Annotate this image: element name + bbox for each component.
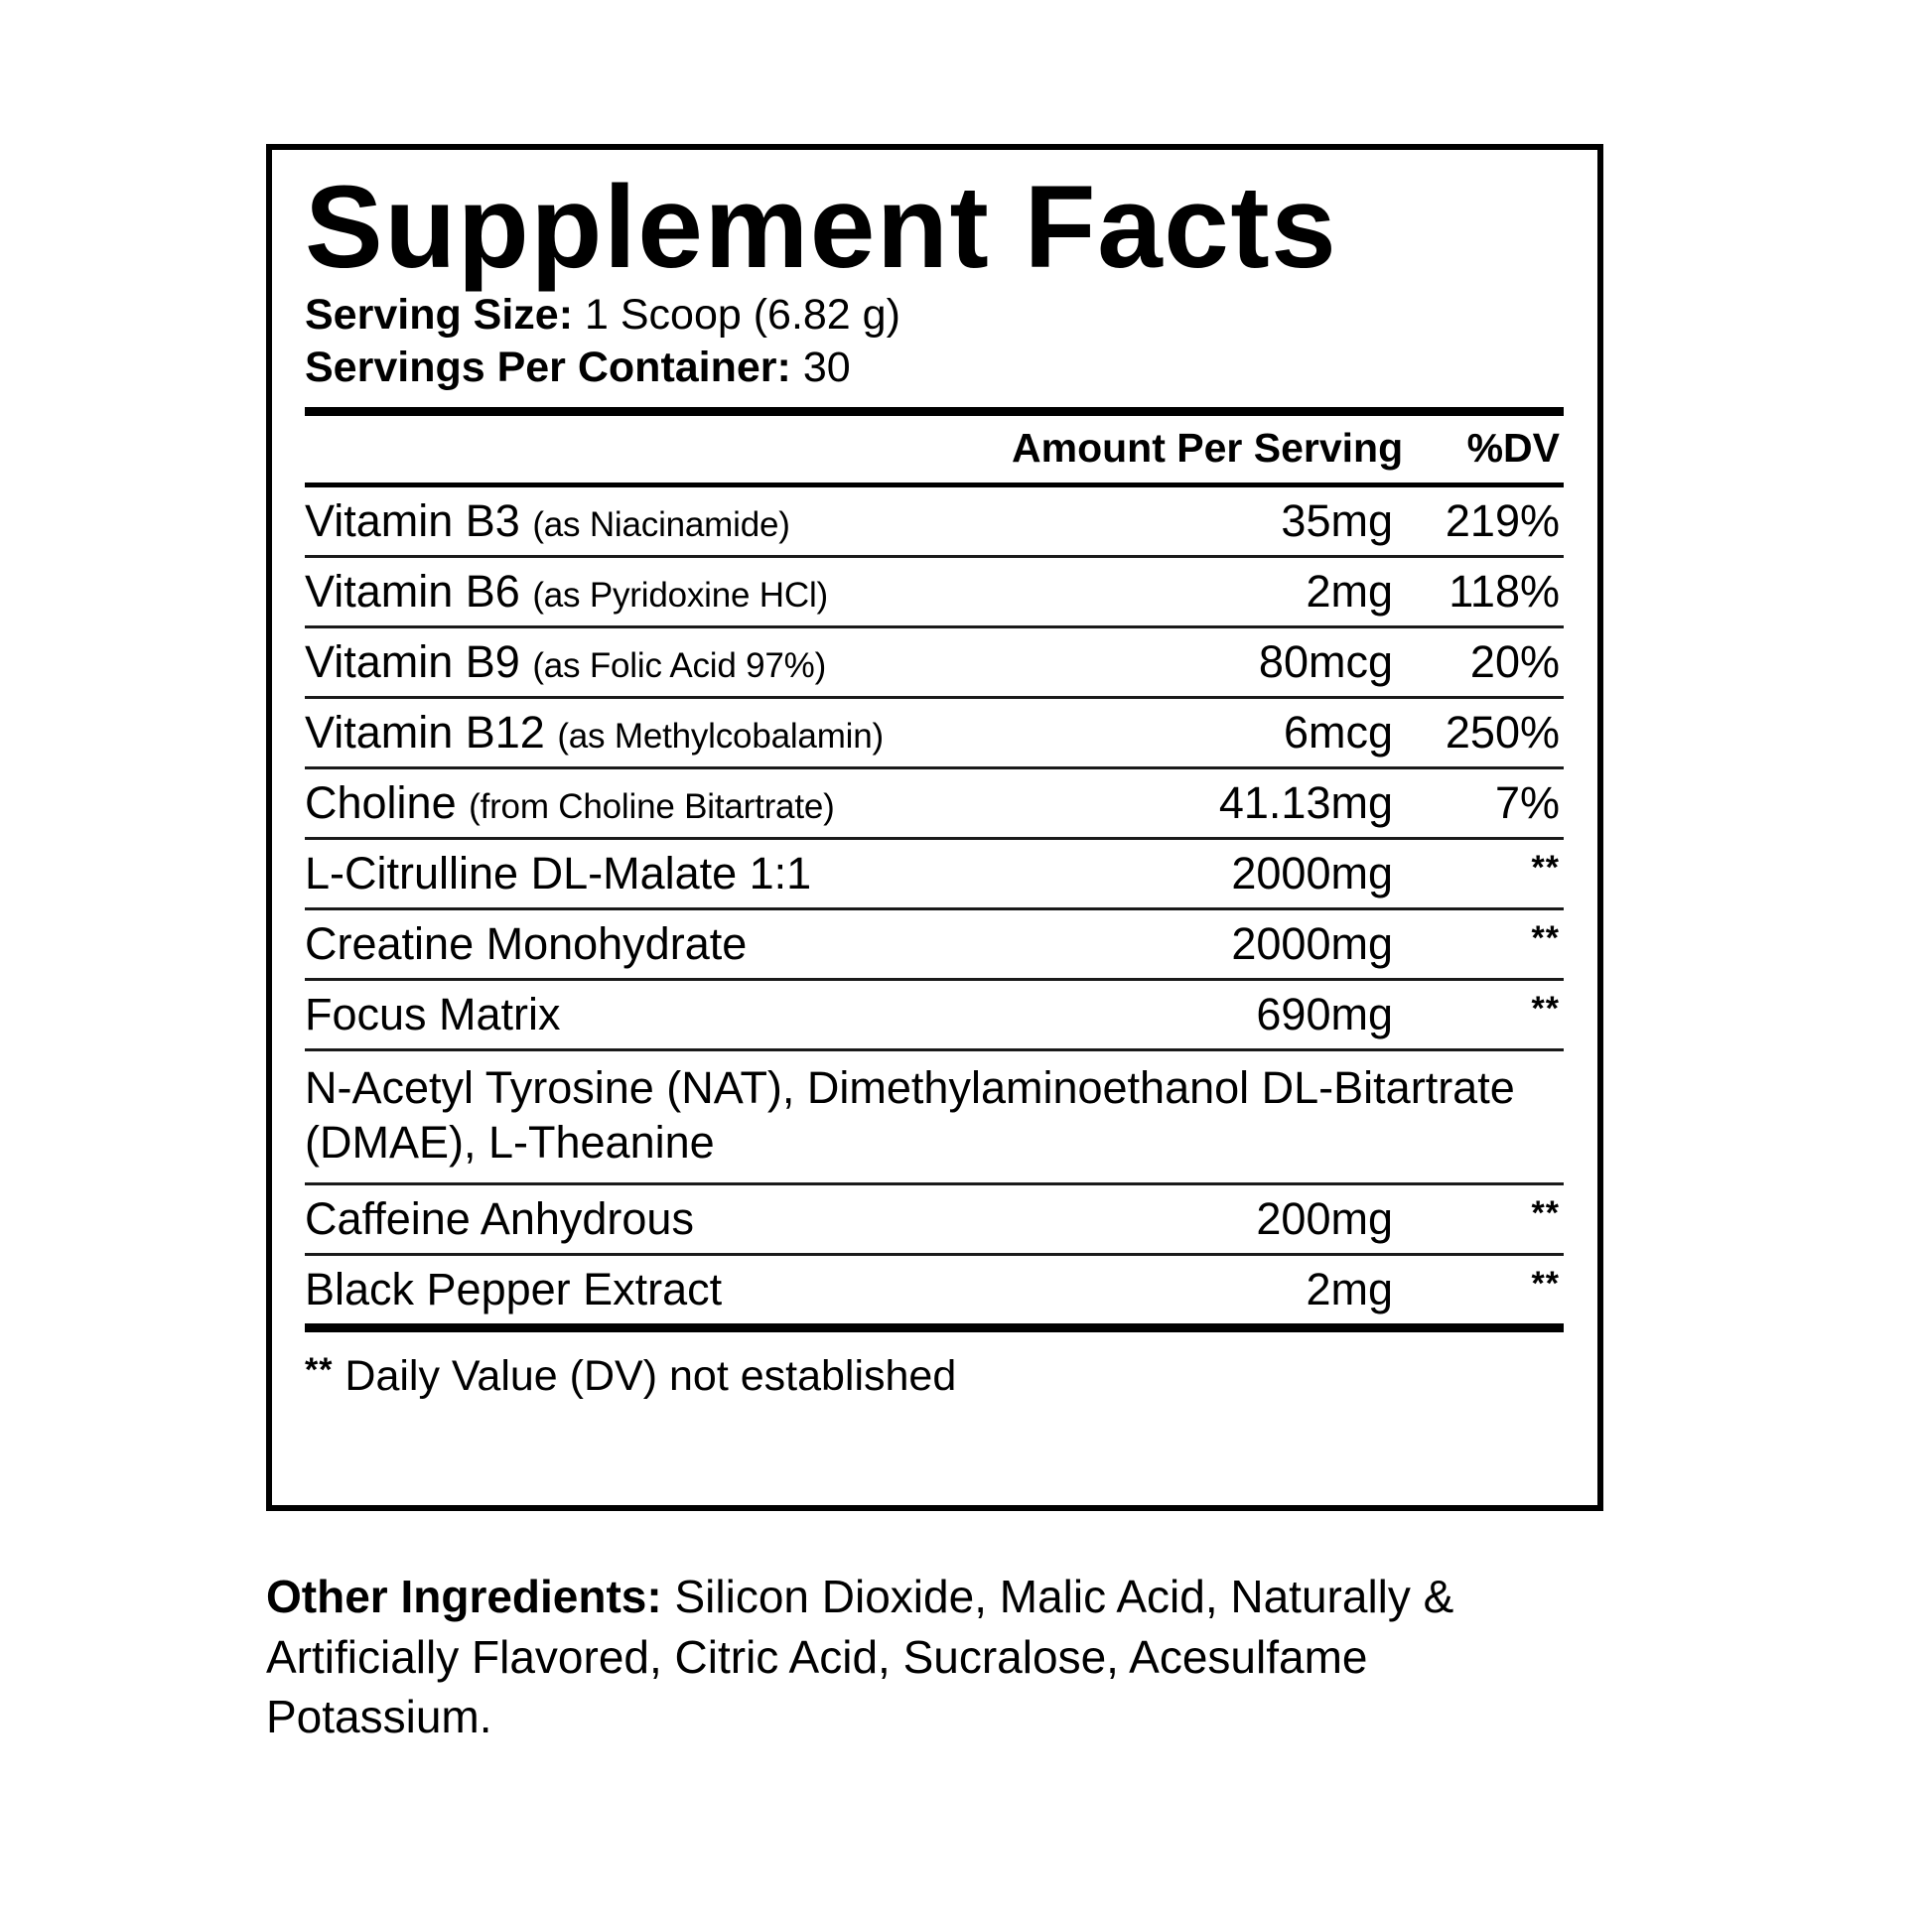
serving-size-value: 1 Scoop (6.82 g) bbox=[584, 291, 900, 340]
dv-footnote: ** Daily Value (DV) not established bbox=[305, 1332, 1564, 1400]
ingredient-descriptor: (as Niacinamide) bbox=[532, 505, 790, 545]
table-row: Vitamin B6 (as Pyridoxine HCl) 2mg 118% bbox=[305, 558, 1564, 625]
row-separator bbox=[305, 1048, 1564, 1052]
footnote-text: Daily Value (DV) not established bbox=[333, 1352, 957, 1401]
header-amount-per-serving: Amount Per Serving bbox=[1012, 425, 1404, 472]
ingredient-amount: 35mg bbox=[1281, 495, 1393, 547]
ingredient-name: L-Citrulline DL-Malate 1:1 bbox=[305, 848, 812, 899]
table-row: Black Pepper Extract 2mg ** bbox=[305, 1256, 1564, 1323]
other-ingredients-text: Silicon Dioxide, Malic Acid, Naturally &… bbox=[266, 1571, 1454, 1743]
ingredient-descriptor: (as Folic Acid 97%) bbox=[532, 646, 827, 686]
ingredient-amount: 2mg bbox=[1306, 1264, 1393, 1315]
row-separator-rule bbox=[305, 978, 1564, 982]
ingredient-percent-dv: ** bbox=[1399, 981, 1564, 1048]
table-header-row: Amount Per Serving %DV bbox=[305, 416, 1564, 483]
header-top-rule bbox=[305, 407, 1564, 417]
row-separator bbox=[305, 625, 1564, 629]
ingredient-descriptor: (from Choline Bitartrate) bbox=[469, 787, 835, 827]
ingredient-name: Creatine Monohydrate bbox=[305, 918, 748, 970]
dv-not-established-marker: ** bbox=[1531, 849, 1560, 888]
servings-per-container-value: 30 bbox=[802, 343, 851, 391]
ingredient-amount: 41.13mg bbox=[1218, 777, 1393, 829]
nutrition-table-body: Amount Per Serving %DV bbox=[305, 416, 1564, 483]
ingredient-name: Black Pepper Extract bbox=[305, 1264, 723, 1315]
ingredient-name: Focus Matrix bbox=[305, 989, 561, 1040]
nutrition-table: Amount Per Serving %DV bbox=[305, 416, 1564, 483]
dv-not-established-marker: ** bbox=[1531, 919, 1560, 958]
row-separator-rule bbox=[305, 555, 1564, 559]
ingredient-name: Vitamin B12 (as Methylcobalamin) bbox=[305, 707, 884, 759]
table-row: Caffeine Anhydrous 200mg ** bbox=[305, 1185, 1564, 1253]
row-separator bbox=[305, 555, 1564, 559]
blend-ingredients-row: N-Acetyl Tyrosine (NAT), Dimethylaminoet… bbox=[305, 1051, 1564, 1182]
ingredient-amount: 2000mg bbox=[1231, 848, 1393, 899]
servings-per-container-line: Servings Per Container: 30 bbox=[305, 342, 1564, 393]
ingredient-name: Vitamin B6 (as Pyridoxine HCl) bbox=[305, 566, 828, 618]
ingredient-name: Vitamin B3 (as Niacinamide) bbox=[305, 495, 790, 547]
ingredient-name: Choline (from Choline Bitartrate) bbox=[305, 777, 835, 829]
row-separator bbox=[305, 1182, 1564, 1186]
ingredient-percent-dv: 250% bbox=[1445, 707, 1560, 759]
ingredient-descriptor: (as Methylcobalamin) bbox=[557, 717, 884, 757]
table-row: Creatine Monohydrate 2000mg ** bbox=[305, 910, 1564, 978]
dv-not-established-marker: ** bbox=[1531, 990, 1560, 1029]
serving-size-label: Serving Size: bbox=[305, 291, 574, 340]
ingredient-percent-dv: 118% bbox=[1449, 566, 1560, 618]
ingredient-name: Vitamin B9 (as Folic Acid 97%) bbox=[305, 636, 827, 688]
row-separator-rule bbox=[305, 1253, 1564, 1257]
table-row: L-Citrulline DL-Malate 1:1 2000mg ** bbox=[305, 840, 1564, 907]
row-separator-rule bbox=[305, 837, 1564, 841]
serving-size-line: Serving Size: 1 Scoop (6.82 g) bbox=[305, 289, 1564, 341]
ingredient-name: Caffeine Anhydrous bbox=[305, 1193, 694, 1245]
ingredient-percent-dv: ** bbox=[1399, 840, 1564, 907]
row-separator bbox=[305, 1253, 1564, 1257]
ingredient-percent-dv: ** bbox=[1399, 910, 1564, 978]
servings-per-container-label: Servings Per Container: bbox=[305, 343, 791, 391]
page-title: Supplement Facts bbox=[305, 162, 1338, 293]
row-separator bbox=[305, 696, 1564, 700]
row-separator-rule bbox=[305, 625, 1564, 629]
row-separator-rule bbox=[305, 1182, 1564, 1186]
blend-ingredients-text: N-Acetyl Tyrosine (NAT), Dimethylaminoet… bbox=[305, 1062, 1515, 1169]
ingredient-amount: 80mcg bbox=[1258, 636, 1393, 688]
row-separator-rule bbox=[305, 1048, 1564, 1052]
table-row: Choline (from Choline Bitartrate) 41.13mg… bbox=[305, 769, 1564, 837]
ingredient-amount: 690mg bbox=[1256, 989, 1393, 1040]
header-blank bbox=[305, 416, 1012, 483]
ingredient-rows: Vitamin B3 (as Niacinamide) 35mg 219% Vitam… bbox=[305, 487, 1564, 1323]
table-row: Vitamin B9 (as Folic Acid 97%) 80mcg 20% bbox=[305, 628, 1564, 696]
row-separator bbox=[305, 907, 1564, 911]
other-ingredients-block: Other Ingredients: Silicon Dioxide, Mali… bbox=[266, 1567, 1587, 1747]
ingredient-descriptor: (as Pyridoxine HCl) bbox=[532, 576, 828, 616]
supplement-facts-panel: Supplement Facts Serving Size: 1 Scoop (… bbox=[266, 144, 1603, 1511]
table-bottom-rule bbox=[305, 1323, 1564, 1333]
dv-not-established-marker: ** bbox=[1531, 1194, 1560, 1233]
other-ingredients-label: Other Ingredients: bbox=[266, 1571, 662, 1622]
ingredient-percent-dv: 20% bbox=[1469, 636, 1560, 688]
header-percent-dv: %DV bbox=[1466, 425, 1560, 472]
row-separator-rule bbox=[305, 766, 1564, 770]
ingredient-amount: 200mg bbox=[1256, 1193, 1393, 1245]
row-separator-rule bbox=[305, 907, 1564, 911]
row-separator bbox=[305, 978, 1564, 982]
ingredient-percent-dv: 219% bbox=[1445, 495, 1560, 547]
row-separator bbox=[305, 837, 1564, 841]
table-row: Vitamin B12 (as Methylcobalamin) 6mcg 250% bbox=[305, 699, 1564, 766]
table-row: Focus Matrix 690mg ** bbox=[305, 981, 1564, 1048]
ingredient-amount: 2mg bbox=[1306, 566, 1393, 618]
footnote-stars: ** bbox=[305, 1351, 334, 1390]
row-separator bbox=[305, 766, 1564, 770]
ingredient-percent-dv: ** bbox=[1399, 1185, 1564, 1253]
ingredient-amount: 6mcg bbox=[1283, 707, 1393, 759]
ingredient-amount: 2000mg bbox=[1231, 918, 1393, 970]
ingredient-percent-dv: 7% bbox=[1494, 777, 1560, 829]
ingredient-percent-dv: ** bbox=[1399, 1256, 1564, 1323]
row-separator-rule bbox=[305, 696, 1564, 700]
table-row: Vitamin B3 (as Niacinamide) 35mg 219% bbox=[305, 487, 1564, 555]
dv-not-established-marker: ** bbox=[1531, 1265, 1560, 1304]
header-bottom-rule bbox=[305, 483, 1564, 488]
nutrition-rows-table: Vitamin B3 (as Niacinamide) 35mg 219% Vitam… bbox=[305, 487, 1564, 1323]
